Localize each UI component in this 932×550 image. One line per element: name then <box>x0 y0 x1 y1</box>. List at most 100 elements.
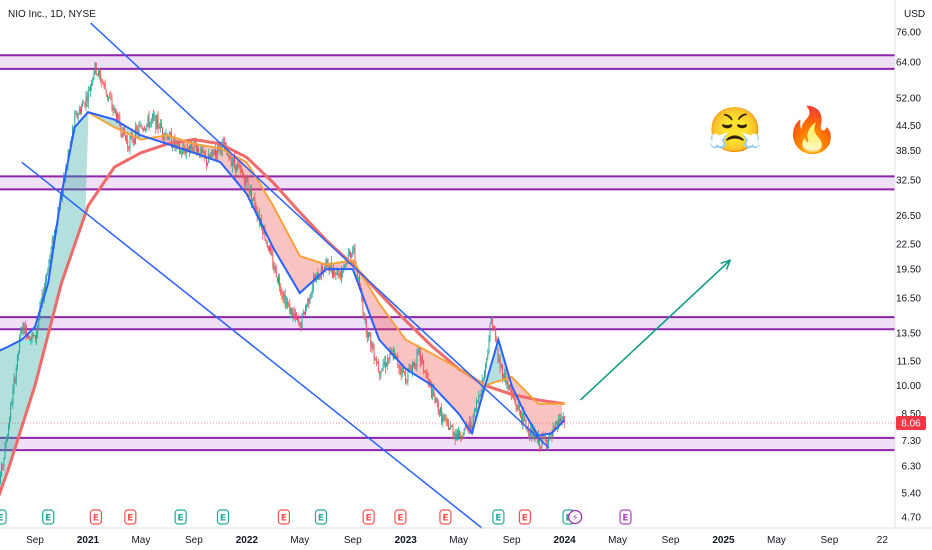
candle-body <box>281 293 283 295</box>
candle-body <box>479 395 481 397</box>
event-marker-3[interactable]: E <box>124 509 137 525</box>
candle-body <box>454 433 456 439</box>
candle <box>267 245 269 252</box>
candle <box>29 336 31 341</box>
event-label: E <box>318 514 324 524</box>
event-marker-4[interactable]: E <box>174 509 187 525</box>
price-tick-label: 52.00 <box>896 94 921 105</box>
candle <box>119 111 121 127</box>
candle-body <box>263 229 265 235</box>
candle <box>158 123 160 130</box>
candle-body <box>374 359 376 361</box>
candle-body <box>79 109 81 114</box>
candle <box>505 368 507 386</box>
candle <box>248 189 250 197</box>
candle-body <box>127 140 129 147</box>
candle-body <box>563 416 565 423</box>
candle-body <box>221 142 223 151</box>
candle-body <box>386 364 387 367</box>
candle-body <box>445 418 447 420</box>
candle <box>34 334 36 343</box>
event-marker-1[interactable]: E <box>42 509 55 525</box>
candle-body <box>117 114 119 122</box>
candle-body <box>279 277 281 287</box>
arrow-shaft[interactable] <box>579 259 731 401</box>
candle-body <box>6 435 8 442</box>
candle <box>103 82 105 89</box>
event-marker-5[interactable]: E <box>216 509 230 525</box>
candle <box>49 254 51 264</box>
candle-body <box>296 313 297 320</box>
channel-upper-line[interactable] <box>90 22 550 449</box>
candle <box>118 113 120 122</box>
time-axis[interactable]: Sep 2021 May Sep 2022 May Sep 2023 May Sep 2024 May… <box>26 535 888 546</box>
candle-body <box>406 381 408 383</box>
candle-body <box>83 102 85 104</box>
price-tick-label: 6.30 <box>902 461 922 472</box>
candle-body <box>401 367 403 375</box>
candle <box>500 363 502 369</box>
candle <box>36 329 37 346</box>
event-marker-2[interactable]: E <box>89 509 103 525</box>
candle-body <box>228 149 230 159</box>
candle <box>301 313 303 330</box>
time-tick-label: Sep <box>344 535 362 546</box>
candle <box>492 325 494 328</box>
candle <box>560 413 562 424</box>
candle-body <box>184 150 186 154</box>
event-marker-9[interactable]: E <box>394 509 407 525</box>
candle-body <box>427 378 429 380</box>
candle <box>461 435 463 441</box>
descending-channel[interactable] <box>21 22 550 530</box>
candle-body <box>1 464 3 476</box>
event-marker-6[interactable]: E <box>277 509 291 525</box>
emoji-stickers: 😤 🔥 <box>708 105 840 156</box>
candle <box>7 422 9 440</box>
event-marker-14[interactable]: ⚡ <box>568 509 583 525</box>
candle <box>357 276 359 281</box>
candle-body <box>162 127 164 135</box>
candle-body <box>356 268 358 278</box>
time-tick-label: May <box>131 535 150 546</box>
currency-label[interactable]: USD <box>904 9 925 20</box>
event-box <box>124 509 137 525</box>
event-box <box>492 509 505 525</box>
candle-body <box>114 108 116 113</box>
price-tick-label: 10.00 <box>896 381 921 392</box>
candle <box>519 409 521 419</box>
arrow-head[interactable] <box>720 259 732 270</box>
candle <box>348 248 350 257</box>
candle-body <box>240 169 242 172</box>
candle <box>380 371 382 380</box>
symbol-label[interactable]: NIO Inc., 1D, NYSE <box>8 9 96 20</box>
event-marker-15[interactable]: E <box>619 509 632 525</box>
candle-body <box>368 332 369 338</box>
candle <box>378 358 380 373</box>
candle-body <box>348 252 350 254</box>
trend-arrow[interactable] <box>579 259 732 401</box>
candle <box>473 407 475 418</box>
candle <box>233 156 234 167</box>
event-marker-10[interactable]: E <box>439 509 452 525</box>
event-marker-7[interactable]: E <box>314 509 328 525</box>
event-marker-8[interactable]: E <box>362 509 375 525</box>
candle-body <box>216 150 218 155</box>
channel-lower-line[interactable] <box>21 161 483 530</box>
candle <box>166 132 168 141</box>
candle-body <box>547 444 548 446</box>
candle <box>307 297 309 308</box>
candle-body <box>433 389 435 397</box>
candle <box>525 419 527 431</box>
candle <box>146 123 148 132</box>
candle-body <box>175 144 177 147</box>
candle-body <box>542 435 544 440</box>
zone-0-fill <box>0 55 895 69</box>
event-marker-11[interactable]: E <box>492 509 505 525</box>
event-marker-12[interactable]: E <box>518 509 531 525</box>
price-axis[interactable]: 76.00 64.00 52.00 44.50 38.50 32.50 26.50 22.50… <box>896 28 921 524</box>
candle <box>400 363 402 381</box>
candle <box>99 68 100 80</box>
candle-body <box>272 254 274 267</box>
event-marker-0[interactable]: E <box>0 509 7 525</box>
